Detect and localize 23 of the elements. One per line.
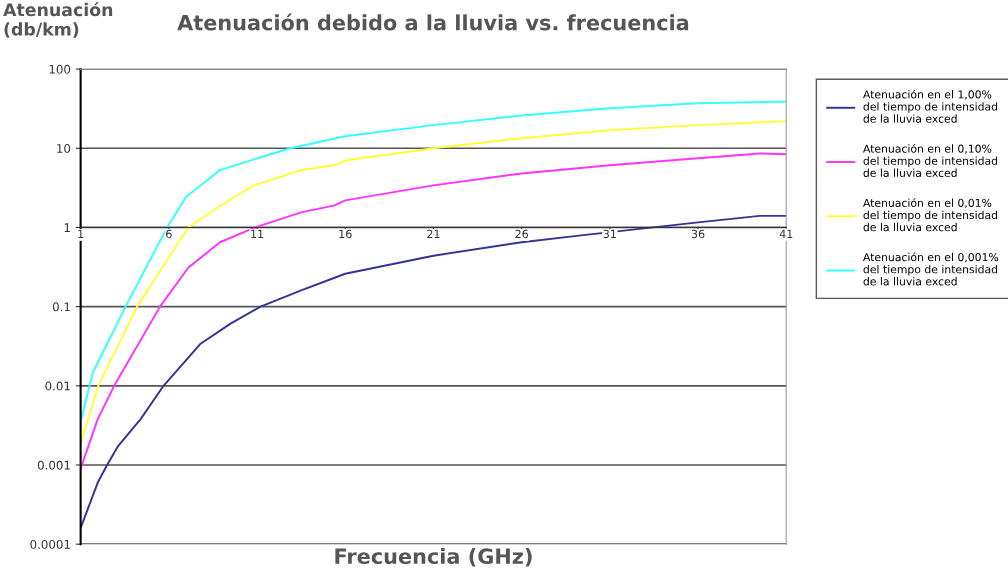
- x-tick-label: 21: [427, 229, 440, 238]
- y-tick-label: 0.0001: [30, 539, 70, 549]
- y-axis-title: Atenuación (db/km): [3, 2, 113, 38]
- x-tick-label: 31: [603, 229, 616, 239]
- legend-label: Atenuación en el 0,10% del tiempo de intensidad de la lluvia exced: [863, 143, 998, 177]
- y-tick-label: 0.001: [37, 460, 70, 470]
- y-tick-label: 1: [64, 223, 70, 232]
- x-tick-label: 6: [166, 229, 172, 239]
- legend-label: Atenuación en el 0,001% del tiempo de intensidad de la lluvia exced: [863, 252, 999, 286]
- x-axis-title: Frecuencia (GHz): [335, 547, 532, 567]
- y-tick-label: 10: [57, 143, 71, 153]
- legend-label: Atenuación en el 1,00% del tiempo de intensidad de la lluvia exced: [863, 89, 998, 123]
- y-tick-label: 0.1: [52, 302, 70, 312]
- y-tick-label: 0.01: [45, 381, 70, 391]
- legend-label: Atenuación en el 0,01% del tiempo de intensidad de la lluvia exced: [863, 198, 998, 232]
- y-tick-label: 100: [49, 64, 71, 74]
- chart-title: Atenuación debido a la lluvia vs. frecuencia: [177, 13, 689, 31]
- x-tick-label: 16: [339, 229, 352, 239]
- x-tick-label: 26: [515, 229, 529, 239]
- x-tick-label: 36: [691, 229, 705, 239]
- x-tick-label: 1: [78, 229, 84, 238]
- x-tick-label: 41: [779, 229, 793, 238]
- x-tick-label: 11: [251, 229, 264, 238]
